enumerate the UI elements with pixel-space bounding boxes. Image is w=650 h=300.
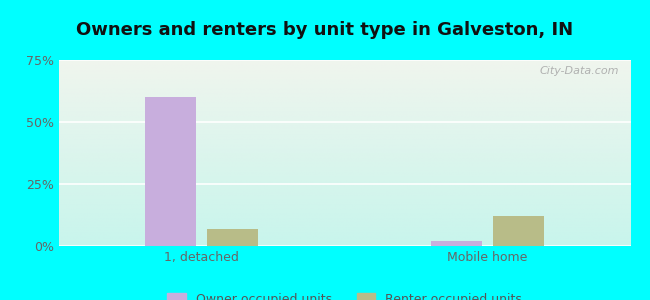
- Bar: [207, 229, 258, 246]
- Bar: [431, 241, 482, 246]
- Text: Owners and renters by unit type in Galveston, IN: Owners and renters by unit type in Galve…: [77, 21, 573, 39]
- Bar: [493, 216, 544, 246]
- Legend: Owner occupied units, Renter occupied units: Owner occupied units, Renter occupied un…: [167, 293, 522, 300]
- Bar: [145, 97, 196, 246]
- Text: City-Data.com: City-Data.com: [540, 66, 619, 76]
